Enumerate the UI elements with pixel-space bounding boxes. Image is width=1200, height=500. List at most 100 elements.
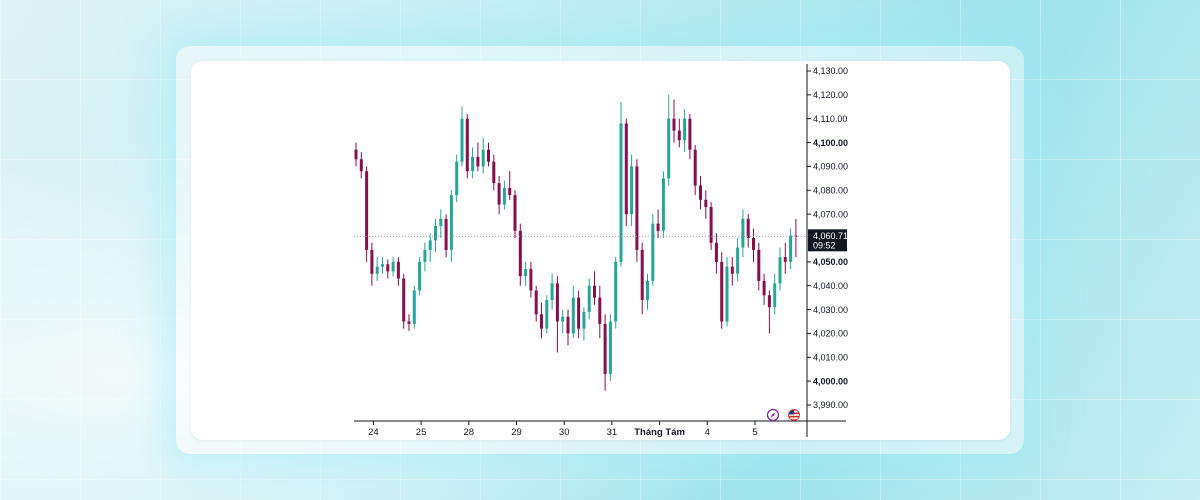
candle-body (444, 218, 448, 250)
candle-body (381, 264, 384, 267)
candle-body (449, 195, 453, 250)
candle-body (741, 218, 745, 248)
candle-body (709, 206, 713, 243)
x-tick-label: 29 (511, 427, 522, 438)
candle-body (667, 118, 671, 179)
candle-body (365, 171, 369, 250)
candle-body (757, 249, 761, 281)
candle-body (502, 187, 506, 205)
candle-body (746, 218, 750, 238)
candle-body (677, 130, 681, 141)
x-tick-label: 28 (464, 427, 475, 438)
candle-body (762, 280, 766, 296)
candle-body (699, 185, 702, 200)
candle-body (434, 226, 437, 241)
candle-body (661, 178, 665, 231)
candle-body (767, 295, 771, 308)
candle-body (683, 118, 687, 141)
x-tick-label: 24 (368, 427, 379, 438)
candle-body (630, 166, 634, 215)
candle-body (439, 218, 443, 227)
candle-body (354, 149, 358, 160)
price-label-countdown: 09:52 (813, 240, 836, 250)
candles-layer (354, 94, 798, 391)
y-tick-label: 4,130.00 (813, 66, 848, 76)
candle-body (481, 149, 485, 167)
candle-body (587, 285, 591, 312)
candle-body (783, 257, 787, 262)
price-label-value: 4,060.71 (813, 231, 848, 241)
y-tick-label: 4,100.00 (813, 138, 848, 148)
candle-body (688, 118, 692, 150)
candle-body (566, 316, 570, 334)
candle-body (476, 156, 480, 167)
candle-body (635, 166, 639, 250)
candle-body (571, 297, 575, 334)
candle-body (518, 230, 522, 277)
y-tick-label: 4,040.00 (813, 281, 848, 291)
x-tick-label: 25 (416, 427, 427, 438)
candle-body (471, 156, 475, 172)
y-tick-label: 4,090.00 (813, 162, 848, 172)
candle-body (524, 269, 528, 277)
candle-body (508, 187, 512, 196)
candle-body (428, 240, 432, 250)
x-tick-label: 30 (559, 427, 570, 438)
y-tick-label: 4,050.00 (813, 257, 848, 267)
candle-body (778, 257, 782, 284)
x-tick-label: Tháng Tám (634, 427, 685, 438)
candle-body (540, 314, 543, 329)
candle-body (582, 311, 586, 329)
x-axis[interactable]: 24 25 28 29 30 31 Tháng Tám 4 5 (368, 421, 758, 438)
candle-body (593, 285, 596, 298)
us-flag-icon[interactable] (788, 409, 800, 421)
candle-body (391, 261, 395, 272)
candle-body (529, 269, 533, 291)
candle-body (513, 195, 517, 231)
candle-body (561, 316, 565, 322)
candle-body (752, 238, 755, 250)
compass-icon[interactable] (766, 408, 780, 422)
candle-body (423, 249, 427, 262)
price-label-bg (808, 229, 847, 252)
candle-body (619, 123, 623, 262)
candle-body (672, 118, 676, 131)
y-tick-label: 4,010.00 (813, 352, 848, 362)
candle-body (550, 283, 554, 301)
y-tick-label: 4,120.00 (813, 90, 848, 100)
candle-body (407, 321, 411, 324)
candle-body (773, 283, 777, 308)
candle-body (714, 242, 718, 262)
y-tick-label: 4,030.00 (813, 305, 848, 315)
candle-body (534, 290, 538, 315)
candle-body (465, 118, 469, 172)
candle-body (608, 321, 612, 374)
candle-body (624, 123, 628, 215)
candle-body (375, 266, 379, 274)
candle-body (492, 161, 496, 184)
x-tick-label: 5 (752, 427, 757, 438)
candle-body (646, 280, 649, 301)
y-tick-label: 4,070.00 (813, 209, 848, 219)
candle-body (736, 247, 740, 274)
candle-body (730, 266, 734, 274)
y-axis[interactable]: 4,130.00 4,120.00 4,110.00 4,100.00 4,090.00… (807, 66, 848, 410)
candle-body (455, 161, 459, 196)
candle-body (460, 118, 464, 162)
y-tick-label: 4,080.00 (813, 185, 848, 195)
x-tick-label: 4 (705, 427, 710, 438)
candle-body (370, 249, 374, 274)
candle-body (418, 261, 422, 291)
chart-card (191, 61, 1010, 440)
candle-body (789, 235, 793, 262)
y-tick-label: 4,020.00 (813, 329, 848, 339)
candle-body (402, 278, 406, 322)
x-tick-label: 31 (607, 427, 618, 438)
candle-body (396, 261, 400, 279)
candle-body (412, 290, 416, 324)
candle-body (555, 283, 559, 322)
candle-body (693, 149, 697, 186)
y-tick-label: 3,990.00 (813, 400, 848, 410)
